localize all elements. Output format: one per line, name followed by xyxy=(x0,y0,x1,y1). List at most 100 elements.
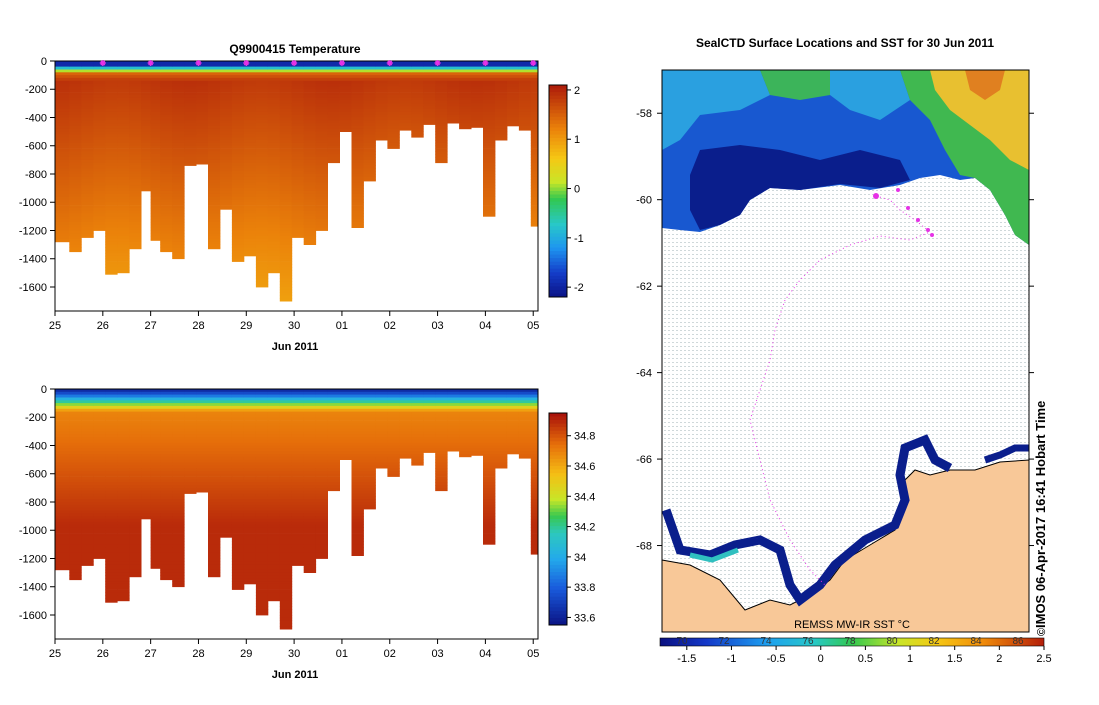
temperature-cell xyxy=(303,230,317,234)
salinity-cell xyxy=(55,530,70,534)
colorbar-swatch xyxy=(549,423,567,428)
salinity-cell xyxy=(243,507,257,511)
salinity-cell xyxy=(231,541,245,545)
salinity-cell xyxy=(530,391,538,395)
lat-tick-label: -66 xyxy=(636,454,652,466)
temperature-cell xyxy=(69,63,82,67)
salinity-cell xyxy=(81,465,94,469)
salinity-cell xyxy=(363,496,376,500)
salinity-cell xyxy=(69,389,82,393)
salinity-cell xyxy=(105,394,118,398)
salinity-cell xyxy=(351,425,364,429)
salinity-cell xyxy=(117,550,130,554)
salinity-cell xyxy=(117,527,130,531)
salinity-cell xyxy=(459,391,472,395)
salinity-cell xyxy=(459,439,472,443)
salinity-cell xyxy=(184,431,197,435)
temperature-cell xyxy=(172,233,185,237)
salinity-cell xyxy=(459,451,472,455)
temperature-cell xyxy=(150,94,161,99)
salinity-cell xyxy=(291,507,305,511)
temperature-cell xyxy=(81,145,94,149)
temperature-cell xyxy=(339,61,352,65)
salinity-cell xyxy=(423,434,436,438)
salinity-cell xyxy=(231,394,245,398)
salinity-cell xyxy=(351,516,364,520)
salinity-cell xyxy=(435,456,448,460)
salinity-cell xyxy=(279,518,293,523)
temperature-cell xyxy=(291,140,305,144)
temperature-cell xyxy=(255,270,269,274)
temperature-cell xyxy=(435,137,448,141)
salinity-cell xyxy=(255,530,269,534)
colorbar-swatch xyxy=(549,441,567,446)
temperature-cell xyxy=(351,80,364,84)
salinity-cell xyxy=(172,462,185,466)
temperature-cell xyxy=(184,120,197,124)
temperature-cell xyxy=(255,284,269,288)
salinity-cell xyxy=(220,470,233,475)
sst-colorbar-tick-label: 2.5 xyxy=(1036,653,1051,665)
colorbar-swatch xyxy=(549,116,567,121)
colorbar-swatch xyxy=(549,451,567,456)
salinity-cell xyxy=(530,502,538,506)
temperature-cell xyxy=(208,244,221,248)
temperature-cell xyxy=(243,244,257,248)
temperature-cell xyxy=(423,86,436,90)
temperature-cell xyxy=(483,165,496,169)
salinity-cell xyxy=(160,541,173,545)
temperature-cell xyxy=(220,176,233,180)
salinity-cell xyxy=(69,496,82,500)
salinity-cell xyxy=(315,391,328,395)
temperature-cell xyxy=(141,157,152,161)
salinity-cell xyxy=(471,405,484,410)
temperature-cell xyxy=(105,205,118,209)
temperature-cell xyxy=(231,174,245,178)
temperature-cell xyxy=(243,140,257,144)
temperature-cell xyxy=(55,106,70,110)
salinity-cell xyxy=(267,502,281,506)
temperature-cell xyxy=(231,205,245,209)
salinity-cell xyxy=(291,408,305,412)
salinity-cell xyxy=(231,550,245,554)
map-frame xyxy=(661,69,1030,633)
salinity-cell xyxy=(141,507,152,511)
salinity-cell xyxy=(267,400,281,404)
temperature-cell xyxy=(93,168,106,172)
temperature-cell xyxy=(459,114,472,118)
temperature-cell xyxy=(160,72,173,76)
temperature-cell xyxy=(267,80,281,84)
temperature-cell xyxy=(363,157,376,161)
temperature-cell xyxy=(243,114,257,118)
temperature-cell xyxy=(279,86,293,90)
temperature-cell xyxy=(483,148,496,152)
salinity-cell xyxy=(55,513,70,517)
temperature-cell xyxy=(530,131,538,135)
temperature-cell xyxy=(471,63,484,67)
colorbar-swatch xyxy=(549,430,567,435)
salinity-cell xyxy=(267,493,281,497)
temperature-cell xyxy=(160,157,173,161)
temperature-cell xyxy=(55,179,70,183)
salinity-cell xyxy=(530,437,538,441)
temperature-cell xyxy=(55,230,70,234)
temperature-cell xyxy=(363,120,376,124)
y-tick-label: -800 xyxy=(25,169,47,181)
temperature-cell xyxy=(93,222,106,226)
salinity-cell xyxy=(117,502,130,506)
temperature-cell xyxy=(150,106,161,110)
temperature-cell xyxy=(315,174,328,178)
temperature-cell xyxy=(160,63,173,67)
temperature-cell xyxy=(255,83,269,87)
salinity-cell xyxy=(93,468,106,472)
salinity-cell xyxy=(291,552,305,556)
temperature-cell xyxy=(483,202,496,206)
salinity-cell xyxy=(129,445,142,449)
temperature-cell xyxy=(196,162,209,165)
salinity-cell xyxy=(243,408,257,412)
salinity-cell xyxy=(81,451,94,455)
salinity-cell xyxy=(105,470,118,475)
temperature-cell xyxy=(172,216,185,220)
temperature-cell xyxy=(69,247,82,251)
